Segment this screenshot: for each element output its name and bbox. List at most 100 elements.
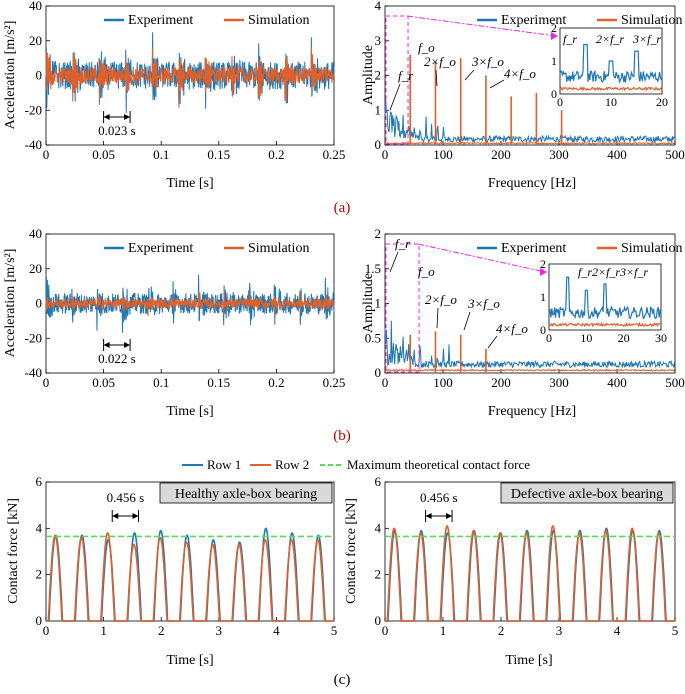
- a-freq-label-2fo: 2×f_o: [424, 54, 456, 69]
- b-time-legend-label-0: Experiment: [128, 241, 193, 256]
- b-time-axes: 0 0.05 0.1 0.15 0.2 0.25 -40 -20 0 20 40 Experiment…: [25, 226, 346, 390]
- c-defective-xlabel: Time [s]: [505, 653, 552, 668]
- c-healthy-axes: 0 1 2 3 4 5 0 2 4 6 Healthy axle-box bearing 0.456 …: [36, 474, 338, 638]
- b-freq-xtick-label: 400: [607, 375, 627, 390]
- c-healthy-xtick-label: 1: [100, 623, 107, 638]
- b-freq-ytick-label: 1.5: [365, 261, 381, 276]
- b-freq-xtick-label: 100: [433, 375, 453, 390]
- a-time-xtick-label: 0.1: [153, 147, 169, 162]
- a-freq-inset-xtick-label: 20: [656, 95, 668, 109]
- c-defective-series-row1: [385, 527, 675, 622]
- a-freq-label-fo: f_o: [418, 40, 435, 55]
- b-time-xlabel: Time [s]: [166, 404, 213, 419]
- b-freq-xtick-label: 500: [665, 375, 685, 390]
- legend-row2-label: Row 2: [275, 457, 309, 472]
- b-time-xtick-label: 0: [43, 375, 50, 390]
- b-freq-zoom-region: [385, 243, 420, 373]
- a-time-period-label: 0.023 s: [98, 123, 136, 138]
- a-time-ytick-label: 20: [29, 33, 42, 48]
- b-freq-ytick-label: 0: [375, 365, 382, 380]
- a-freq-zoom-pointer: [406, 15, 557, 37]
- b-freq-inset-xtick-label: 20: [618, 331, 630, 345]
- c-defective-ytick-label: 0: [375, 613, 382, 628]
- panel-label-b: (b): [333, 428, 351, 444]
- b-freq-inset-label-2: 3×f_r: [619, 265, 648, 279]
- a-freq-inset-xtick-label: 0: [557, 95, 563, 109]
- a-freq-legend-label-0: Experiment: [501, 13, 566, 28]
- b-time-ylabel: Acceleration [m/s²]: [3, 249, 18, 358]
- b-freq-xtick-label: 0: [382, 375, 389, 390]
- c-defective-title-box-text: Defective axle-box bearing: [511, 487, 663, 502]
- c-healthy-title-box-text: Healthy axle-box bearing: [175, 487, 317, 502]
- a-time-xtick-label: 0: [43, 147, 50, 162]
- panel-label-a: (a): [334, 200, 351, 216]
- b-freq-arrow-3fo: [463, 311, 471, 331]
- a-freq-inset-xtick-label: 10: [605, 95, 617, 109]
- c-healthy-xtick-label: 3: [216, 623, 223, 638]
- b-freq-zoom-pointer-head: [540, 268, 547, 276]
- c-healthy-xlabel: Time [s]: [166, 653, 213, 668]
- a-freq-inset-label-1: 2×f_r: [596, 32, 624, 46]
- a-freq-ytick-label: 3: [375, 33, 382, 48]
- b-freq-ytick-label: 1: [375, 296, 382, 311]
- b-freq-label-fo: f_o: [418, 264, 435, 279]
- b-freq-zoom-pointer: [417, 243, 546, 273]
- b-time-series-simulation: [45, 290, 335, 317]
- b-freq-inset-experiment: [548, 276, 662, 320]
- a-freq-zoom-pointer-head: [551, 32, 558, 40]
- c-healthy-ytick-label: 6: [36, 474, 43, 489]
- c-healthy-title-box: Healthy axle-box bearing: [159, 482, 333, 504]
- b-freq-inset-simulation: [548, 321, 662, 328]
- a-freq-inset-label-2: 3×f_r: [632, 32, 661, 46]
- c-defective-xtick-label: 4: [614, 623, 621, 638]
- c-defective-ytick-label: 6: [375, 474, 382, 489]
- b-freq-legend-label-1: Simulation: [621, 241, 682, 256]
- b-freq-inset-frame: [548, 263, 662, 331]
- b-time-xtick-label: 0.2: [268, 375, 284, 390]
- b-freq-label-fr: f_r: [395, 236, 411, 251]
- c-healthy-xtick-label: 4: [273, 623, 280, 638]
- a-freq-legend-label-1: Simulation: [621, 13, 682, 28]
- a-freq-xtick-label: 400: [607, 147, 627, 162]
- c-healthy-period-heads: [112, 513, 139, 519]
- a-time-ytick-label: -40: [25, 137, 42, 152]
- c-healthy-title-box-bg: [159, 482, 333, 504]
- a-time-ylabel: Acceleration [m/s²]: [3, 21, 18, 130]
- c-defective-xtick-label: 1: [440, 623, 447, 638]
- a-freq-zoom-region: [385, 15, 409, 145]
- a-time-xlabel: Time [s]: [166, 176, 213, 191]
- a-freq-label-fr: f_r: [398, 68, 414, 83]
- c-defective-ytick-label: 4: [375, 520, 382, 535]
- a-time-legend-label-0: Experiment: [128, 13, 193, 28]
- b-time-ytick-label: 0: [36, 296, 43, 311]
- b-freq-series-experiment: [384, 320, 675, 369]
- c-defective-frame: [384, 481, 676, 622]
- b-freq-ytick-label: 2: [375, 226, 382, 241]
- c-healthy-ytick-label: 2: [36, 567, 43, 582]
- b-time-legend-label-1: Simulation: [248, 241, 309, 256]
- legend-row1-label: Row 1: [207, 457, 241, 472]
- c-healthy-xtick-label: 0: [43, 623, 50, 638]
- c-healthy-ytick-label: 4: [36, 520, 43, 535]
- b-freq-series-simulation: [384, 368, 675, 372]
- a-time-ytick-label: 40: [29, 0, 42, 13]
- b-freq-arrow-2fo: [436, 307, 439, 329]
- b-time-period-label: 0.022 s: [98, 351, 136, 366]
- c-defective-xtick-label: 3: [556, 623, 563, 638]
- a-time-series-simulation: [45, 46, 335, 109]
- c-defective-xtick-label: 5: [672, 623, 679, 638]
- b-freq-inset-xtick-label: 0: [546, 331, 552, 345]
- b-time-period-heads: [103, 342, 131, 348]
- a-freq-label-4fo: 4×f_o: [504, 66, 536, 81]
- panel-label-c: (c): [334, 672, 351, 688]
- a-freq-ylabel: Amplitude: [361, 45, 376, 105]
- c-defective-series-row2: [385, 524, 675, 622]
- b-freq-inset-ytick-label: 0: [540, 323, 546, 337]
- b-time-xtick-label: 0.1: [153, 375, 169, 390]
- b-time-ytick-label: -20: [25, 330, 42, 345]
- c-defective-xtick-label: 0: [382, 623, 389, 638]
- b-freq-inset-xtick-label: 10: [580, 331, 592, 345]
- a-freq-inset-ytick-label: 0: [551, 87, 557, 101]
